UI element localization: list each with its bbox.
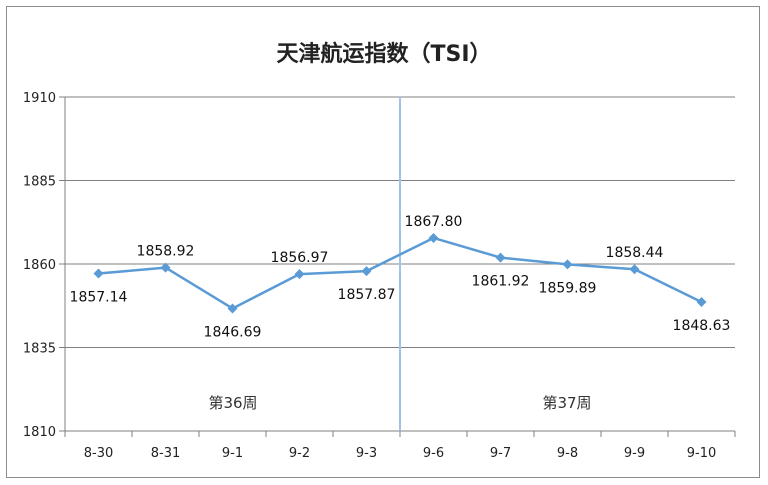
- data-label-9-6: 1867.80: [405, 214, 463, 230]
- chart-title: 天津航运指数（TSI）: [276, 41, 491, 67]
- x-tick-label-9-10: 9-10: [687, 446, 717, 461]
- data-point-9-1: [227, 303, 238, 314]
- x-tick-label-9-9: 9-9: [624, 446, 645, 461]
- y-tick-label-1860: 1860: [23, 258, 56, 273]
- y-tick-label-1810: 1810: [23, 425, 56, 440]
- week-36-label: 第36周: [208, 394, 257, 412]
- data-label-8-31: 1858.92: [137, 244, 195, 260]
- data-point-9-9: [629, 264, 640, 275]
- data-point-9-2: [294, 269, 305, 280]
- chart-frame: [6, 6, 760, 478]
- x-tick-label-8-30: 8-30: [84, 446, 114, 461]
- series-line: [98, 236, 703, 310]
- data-point-8-31: [160, 262, 171, 273]
- y-tick-label-1835: 1835: [23, 342, 56, 357]
- data-point-9-3: [361, 266, 372, 277]
- y-tick-label-1910: 1910: [23, 91, 56, 106]
- data-label-9-2: 1856.97: [271, 250, 329, 266]
- x-tick-label-9-1: 9-1: [222, 446, 243, 461]
- data-point-8-30: [93, 268, 104, 279]
- data-label-9-9: 1858.44: [606, 245, 664, 261]
- data-point-9-10: [696, 296, 707, 307]
- x-tick-label-9-3: 9-3: [356, 446, 377, 461]
- x-tick-label-9-6: 9-6: [423, 446, 444, 461]
- x-tick-label-9-2: 9-2: [289, 446, 310, 461]
- data-label-8-30: 1857.14: [70, 290, 128, 306]
- data-label-9-10: 1848.63: [673, 318, 731, 334]
- data-label-9-8: 1859.89: [539, 280, 597, 296]
- data-point-9-7: [495, 252, 506, 263]
- y-tick-label-1885: 1885: [23, 175, 56, 190]
- data-point-9-8: [562, 259, 573, 270]
- x-tick-label-9-8: 9-8: [557, 446, 578, 461]
- data-label-9-1: 1846.69: [204, 324, 262, 340]
- data-label-9-7: 1861.92: [472, 274, 530, 290]
- week-37-label: 第37周: [542, 394, 591, 412]
- data-point-9-6: [428, 232, 439, 243]
- x-tick-label-8-31: 8-31: [151, 446, 181, 461]
- data-label-9-3: 1857.87: [338, 287, 396, 303]
- x-tick-label-9-7: 9-7: [490, 446, 511, 461]
